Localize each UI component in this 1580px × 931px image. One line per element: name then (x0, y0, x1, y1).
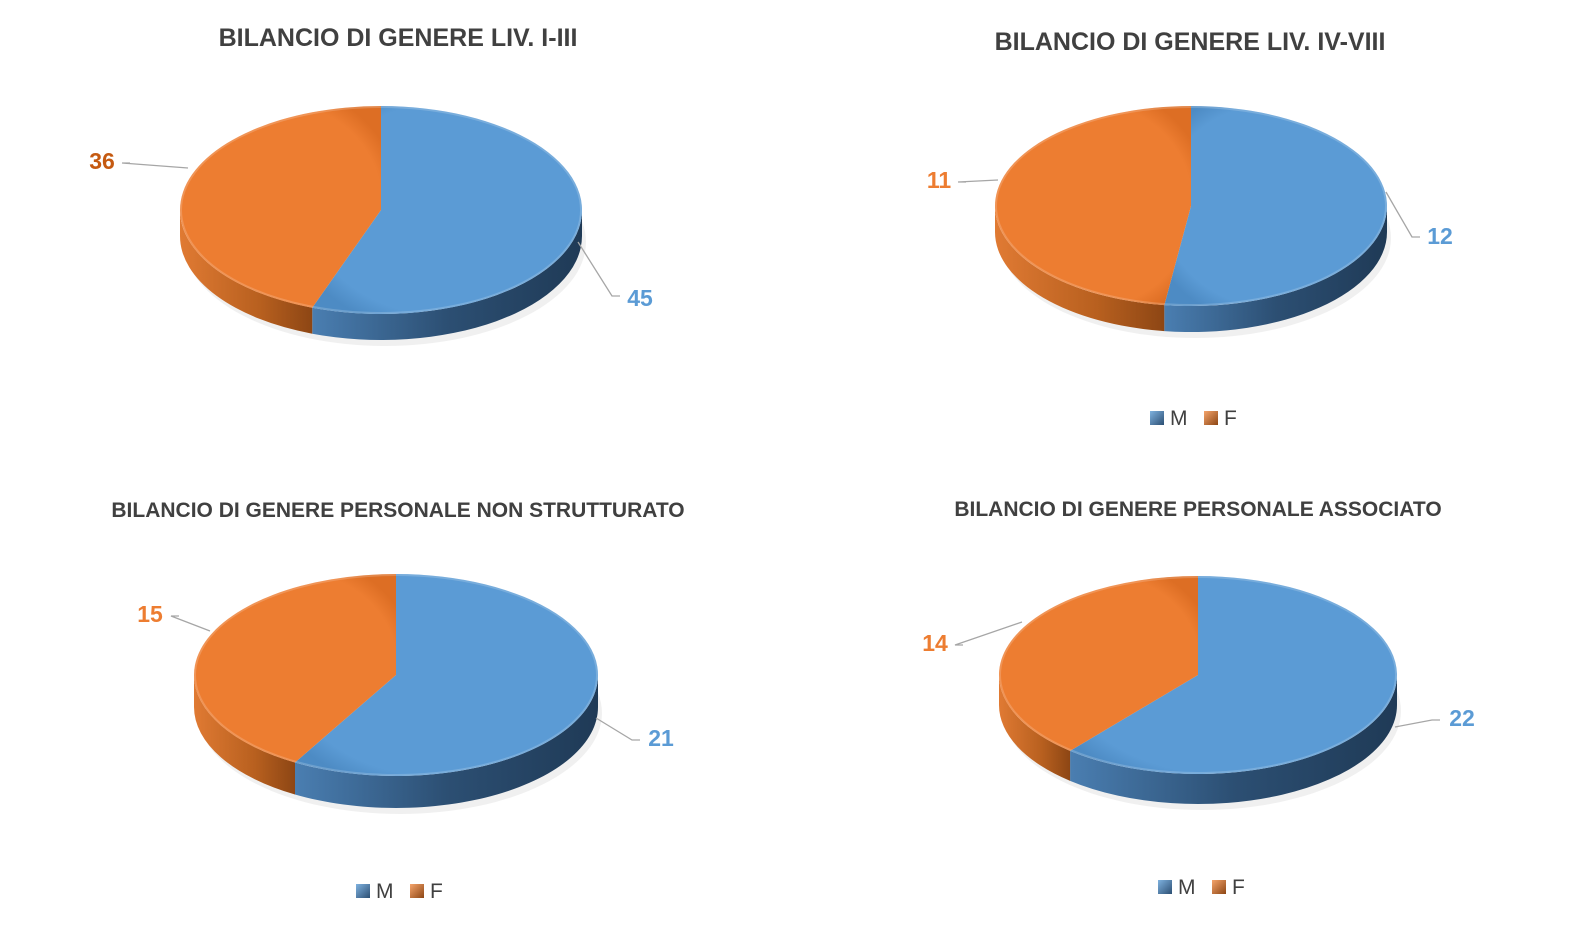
legend-swatch-m (1150, 411, 1164, 425)
pie-chart-4: BILANCIO DI GENERE PERSONALE ASSOCIATO 22… (922, 498, 1475, 899)
pie-slice-m (295, 574, 599, 777)
pie-chart-3: BILANCIO DI GENERE PERSONALE NON STRUTTU… (111, 499, 684, 903)
legend-label-m: M (1178, 876, 1196, 899)
leader-line (1394, 719, 1440, 728)
data-label-f: 36 (89, 148, 115, 174)
leader-line (121, 162, 189, 169)
legend-swatch-f (1212, 880, 1226, 894)
pie-side-f (999, 675, 1071, 781)
pie-slice-m (312, 106, 582, 315)
pie-slice-m (1070, 576, 1397, 774)
legend-label-f: F (1224, 407, 1237, 430)
leader-line (957, 179, 999, 183)
legend-swatch-m (1158, 880, 1172, 894)
pie-slice-f (999, 576, 1198, 751)
pie-side-f (180, 210, 313, 334)
pie-chart-1: BILANCIO DI GENERE LIV. I-III 45 36 (89, 24, 653, 346)
leader-line (170, 615, 211, 632)
pie-side-f (995, 206, 1165, 332)
legend-swatch-m (356, 884, 370, 898)
chart-title: BILANCIO DI GENERE LIV. I-III (219, 24, 578, 52)
data-label-m: 22 (1449, 705, 1475, 731)
data-label-f: 14 (922, 630, 948, 656)
data-label-f: 15 (137, 601, 163, 627)
legend-swatch-f (410, 884, 424, 898)
data-label-m: 21 (648, 725, 674, 751)
legend-swatch-f (1204, 411, 1218, 425)
legend-label-m: M (1170, 407, 1188, 430)
pie-side-f (194, 675, 295, 795)
pie-side-m (1070, 675, 1397, 804)
data-label-m: 45 (627, 285, 653, 311)
chart-title: BILANCIO DI GENERE PERSONALE NON STRUTTU… (111, 499, 684, 522)
pie-slice-f (194, 574, 396, 763)
pie-side-m (295, 675, 598, 808)
leader-line (1385, 191, 1420, 238)
legend-label-m: M (376, 880, 394, 903)
leader-line (577, 241, 620, 297)
legend-label-f: F (430, 880, 443, 903)
pie-rim (180, 106, 582, 314)
legend-label-f: F (1232, 876, 1245, 899)
chart-title: BILANCIO DI GENERE PERSONALE ASSOCIATO (954, 498, 1441, 521)
pie-rim (995, 106, 1387, 306)
chart-title: BILANCIO DI GENERE LIV. IV-VIII (995, 28, 1386, 56)
leader-line (595, 717, 640, 741)
pie-slice-f (994, 106, 1191, 306)
pie-rim (194, 574, 598, 776)
pie-slice-f (179, 106, 381, 308)
data-label-m: 12 (1427, 223, 1453, 249)
pie-side-m (312, 210, 582, 340)
pie-side-m (1164, 206, 1387, 333)
pie-slice-m (1164, 106, 1387, 306)
data-label-f: 11 (927, 167, 952, 193)
leader-line (954, 621, 1023, 646)
pie-rim (999, 576, 1397, 774)
